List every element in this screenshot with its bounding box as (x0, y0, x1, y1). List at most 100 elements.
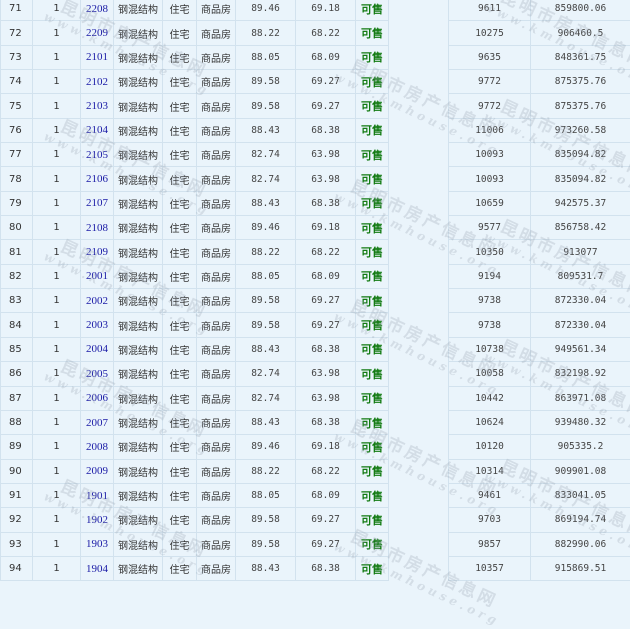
room-link[interactable]: 1904 (86, 563, 108, 575)
floor-area-cell: 88.05 (236, 45, 296, 69)
sale-status-cell: 可售 (356, 216, 389, 240)
room-link[interactable]: 2102 (86, 76, 108, 88)
row-number-cell: 76 (1, 118, 33, 142)
unit-price-cell: 10093 (449, 143, 531, 167)
building-number-cell: 1 (33, 70, 81, 94)
blank-cell (389, 45, 449, 69)
room-link[interactable]: 2003 (86, 319, 108, 331)
structure-type-cell: 钢混结构 (114, 240, 163, 264)
room-link[interactable]: 2002 (86, 295, 108, 307)
row-number-cell: 88 (1, 410, 33, 434)
inner-area-cell: 69.27 (296, 313, 356, 337)
room-link[interactable]: 1901 (86, 490, 108, 502)
unit-price-cell: 10357 (449, 556, 531, 580)
room-number-cell: 1903 (81, 532, 114, 556)
room-link[interactable]: 2103 (86, 100, 108, 112)
total-price-cell: 905335.2 (531, 435, 630, 459)
building-number-cell: 1 (33, 435, 81, 459)
room-number-cell: 2209 (81, 21, 114, 45)
room-link[interactable]: 2105 (86, 149, 108, 161)
blank-cell (389, 94, 449, 118)
unit-price-cell: 10350 (449, 240, 531, 264)
floor-area-cell: 89.58 (236, 70, 296, 94)
room-link[interactable]: 2006 (86, 392, 108, 404)
blank-cell (389, 143, 449, 167)
room-link[interactable]: 2209 (86, 27, 108, 39)
floor-area-cell: 88.22 (236, 240, 296, 264)
room-link[interactable]: 2009 (86, 465, 108, 477)
unit-price-cell: 11006 (449, 118, 531, 142)
floor-area-cell: 82.74 (236, 167, 296, 191)
building-number-cell: 1 (33, 386, 81, 410)
room-link[interactable]: 2007 (86, 417, 108, 429)
total-price-cell: 872330.04 (531, 289, 630, 313)
sale-status-cell: 可售 (356, 483, 389, 507)
room-number-cell: 1901 (81, 483, 114, 507)
room-number-cell: 2004 (81, 337, 114, 361)
structure-type-cell: 钢混结构 (114, 94, 163, 118)
row-number-cell: 81 (1, 240, 33, 264)
room-link[interactable]: 2208 (86, 3, 108, 15)
structure-type-cell: 钢混结构 (114, 264, 163, 288)
inner-area-cell: 68.22 (296, 459, 356, 483)
building-number-cell: 1 (33, 0, 81, 21)
room-link[interactable]: 1903 (86, 538, 108, 550)
room-link[interactable]: 2109 (86, 246, 108, 258)
building-number-cell: 1 (33, 556, 81, 580)
sale-status-cell: 可售 (356, 167, 389, 191)
room-link[interactable]: 2001 (86, 270, 108, 282)
sale-status-cell: 可售 (356, 386, 389, 410)
total-price-cell: 863971.08 (531, 386, 630, 410)
unit-price-cell: 9738 (449, 289, 531, 313)
total-price-cell: 875375.76 (531, 70, 630, 94)
row-number-cell: 93 (1, 532, 33, 556)
unit-price-cell: 9461 (449, 483, 531, 507)
row-number-cell: 78 (1, 167, 33, 191)
property-type-cell: 商品房 (197, 94, 236, 118)
room-link[interactable]: 2008 (86, 441, 108, 453)
room-number-cell: 2009 (81, 459, 114, 483)
usage-cell: 住宅 (163, 94, 197, 118)
room-link[interactable]: 2108 (86, 222, 108, 234)
blank-cell (389, 21, 449, 45)
blank-cell (389, 410, 449, 434)
room-link[interactable]: 2104 (86, 124, 108, 136)
floor-area-cell: 82.74 (236, 362, 296, 386)
structure-type-cell: 钢混结构 (114, 45, 163, 69)
row-number-cell: 77 (1, 143, 33, 167)
usage-cell: 住宅 (163, 337, 197, 361)
building-number-cell: 1 (33, 289, 81, 313)
row-number-cell: 86 (1, 362, 33, 386)
sale-status-cell: 可售 (356, 191, 389, 215)
room-number-cell: 2103 (81, 94, 114, 118)
room-link[interactable]: 2106 (86, 173, 108, 185)
unit-price-cell: 9611 (449, 0, 531, 21)
structure-type-cell: 钢混结构 (114, 337, 163, 361)
room-link[interactable]: 2005 (86, 368, 108, 380)
room-link[interactable]: 1902 (86, 514, 108, 526)
floor-area-cell: 88.43 (236, 556, 296, 580)
room-number-cell: 2107 (81, 191, 114, 215)
property-type-cell: 商品房 (197, 435, 236, 459)
room-link[interactable]: 2101 (86, 51, 108, 63)
room-link[interactable]: 2107 (86, 197, 108, 209)
blank-cell (389, 118, 449, 142)
usage-cell: 住宅 (163, 483, 197, 507)
unit-price-cell: 9857 (449, 532, 531, 556)
usage-cell: 住宅 (163, 191, 197, 215)
blank-cell (389, 191, 449, 215)
inner-area-cell: 68.38 (296, 556, 356, 580)
blank-cell (389, 459, 449, 483)
room-link[interactable]: 2004 (86, 343, 108, 355)
total-price-cell: 833041.05 (531, 483, 630, 507)
inner-area-cell: 63.98 (296, 167, 356, 191)
inner-area-cell: 69.27 (296, 289, 356, 313)
